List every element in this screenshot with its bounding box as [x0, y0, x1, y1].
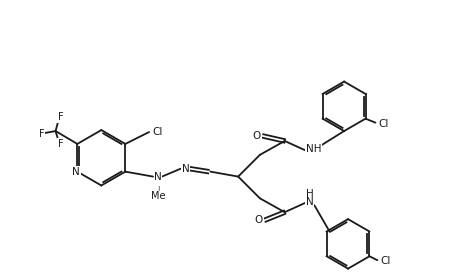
Text: F: F — [58, 112, 63, 122]
Text: |: | — [157, 186, 159, 193]
Text: N: N — [73, 167, 80, 177]
Text: Me: Me — [151, 191, 165, 201]
Text: F: F — [39, 129, 44, 139]
Text: N: N — [154, 172, 162, 182]
Text: Cl: Cl — [153, 127, 163, 137]
Text: Cl: Cl — [378, 119, 389, 129]
Text: F: F — [58, 139, 63, 149]
Text: O: O — [253, 131, 261, 141]
Text: N: N — [305, 197, 313, 207]
Text: Cl: Cl — [380, 256, 390, 266]
Text: N: N — [182, 164, 189, 174]
Text: H: H — [305, 189, 313, 199]
Text: O: O — [255, 215, 263, 225]
Text: NH: NH — [306, 144, 321, 154]
